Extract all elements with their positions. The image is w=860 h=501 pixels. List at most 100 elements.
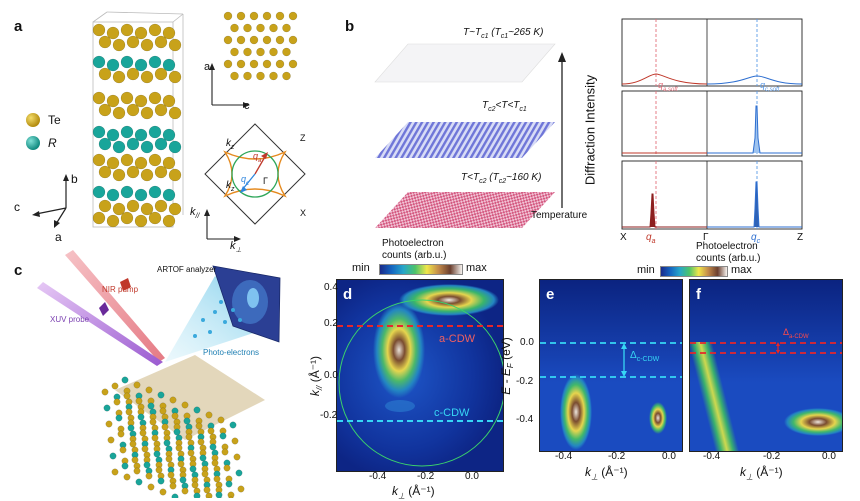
te-atom bbox=[126, 67, 140, 81]
te-atom bbox=[92, 211, 106, 225]
r-atom bbox=[153, 450, 161, 458]
r-atom bbox=[106, 128, 120, 142]
te-atom bbox=[165, 455, 173, 463]
te-atom bbox=[141, 445, 149, 453]
te-atom bbox=[161, 423, 169, 431]
te-atom bbox=[131, 456, 139, 464]
te-atom bbox=[154, 103, 168, 117]
te-atom bbox=[134, 26, 148, 40]
te-atom bbox=[217, 416, 225, 424]
te-atom bbox=[249, 59, 259, 69]
te-atom bbox=[154, 199, 168, 213]
r-atom bbox=[127, 424, 135, 432]
r-atom bbox=[120, 55, 134, 69]
r-atom bbox=[215, 491, 223, 498]
colorbar-top-min: min bbox=[352, 262, 370, 274]
temperature-label: Temperature bbox=[531, 210, 588, 221]
temp-label-1: T~Tc1 (Tc1~265 K) bbox=[463, 27, 544, 40]
r-atom bbox=[115, 414, 123, 422]
te-atom bbox=[148, 211, 162, 225]
te-atom bbox=[106, 26, 120, 40]
te-atom bbox=[228, 496, 234, 498]
te-atom bbox=[126, 103, 140, 117]
te-atom bbox=[233, 453, 241, 461]
colorbar-right-title: Photoelectron counts (arb.u.) bbox=[696, 241, 761, 264]
te-atom bbox=[223, 59, 233, 69]
te-atom bbox=[154, 67, 168, 81]
te-atom bbox=[207, 427, 215, 435]
r-atom bbox=[135, 478, 143, 486]
r-atom bbox=[106, 58, 120, 72]
e-xtick-0.0: 0.0 bbox=[662, 451, 676, 462]
te-atom bbox=[113, 398, 121, 406]
te-atom bbox=[140, 38, 154, 52]
panel-e-plot: Δc-CDW bbox=[539, 279, 683, 452]
te-atom bbox=[92, 153, 106, 167]
d-ytick--0.2: -0.2 bbox=[320, 410, 338, 421]
e-xtick--0.4: -0.4 bbox=[555, 451, 573, 462]
te-atom bbox=[123, 392, 131, 400]
r-atom bbox=[193, 492, 201, 498]
d-ytick-0.4: 0.4 bbox=[324, 282, 338, 293]
te-atom bbox=[177, 460, 185, 468]
te-atom bbox=[98, 199, 112, 213]
te-atom bbox=[140, 106, 154, 120]
te-atom bbox=[230, 71, 239, 81]
te-atom bbox=[275, 59, 285, 69]
r-atom bbox=[168, 140, 182, 154]
te-atom bbox=[112, 106, 126, 120]
r-atom bbox=[106, 188, 120, 202]
panel-letter-f: f bbox=[696, 286, 701, 303]
r-atom bbox=[154, 137, 168, 151]
d-ylabel: k// (Å⁻¹) bbox=[307, 355, 325, 397]
te-atom bbox=[282, 23, 291, 33]
axis-b-label: b bbox=[71, 172, 78, 186]
diff-xtick-x: X bbox=[620, 232, 627, 243]
te-atom bbox=[262, 59, 272, 69]
r-atom bbox=[121, 376, 129, 384]
panel-letter-e: e bbox=[546, 286, 555, 303]
r-atom bbox=[120, 125, 134, 139]
te-atom bbox=[181, 401, 189, 409]
r-atom bbox=[92, 125, 106, 139]
te-atom bbox=[159, 407, 167, 415]
te-atom bbox=[134, 156, 148, 170]
panel-letter-a: a bbox=[14, 18, 23, 35]
diff-xtick-gamma: Γ bbox=[703, 232, 709, 243]
te-atom bbox=[112, 168, 126, 182]
te-atom bbox=[201, 470, 209, 478]
te-atom bbox=[120, 23, 134, 37]
f-xtick-0.0: 0.0 bbox=[822, 451, 836, 462]
d-ytick-0.0: 0.0 bbox=[324, 370, 338, 381]
r-atom bbox=[126, 137, 140, 151]
te-atom bbox=[171, 412, 179, 420]
te-atom bbox=[181, 487, 189, 495]
te-atom bbox=[112, 70, 126, 84]
qc-soft-label: qc,soft bbox=[760, 80, 780, 93]
temp-label-2: Tc2<T<Tc1 bbox=[482, 100, 527, 113]
r-atom bbox=[143, 461, 151, 469]
te-atom bbox=[140, 70, 154, 84]
r-atom bbox=[173, 428, 181, 436]
d-xlabel: k⊥ (Å⁻¹) bbox=[392, 484, 435, 501]
r-atom bbox=[229, 421, 237, 429]
te-atom bbox=[168, 202, 182, 216]
diffraction-plots bbox=[621, 18, 803, 230]
te-atom bbox=[167, 471, 175, 479]
bz-z-top: Z bbox=[300, 133, 306, 143]
te-atom bbox=[256, 23, 265, 33]
te-atom bbox=[147, 483, 155, 491]
te-atom bbox=[105, 420, 113, 428]
te-atom bbox=[269, 71, 278, 81]
te-atom bbox=[92, 23, 106, 37]
legend-r-label: R bbox=[48, 136, 57, 150]
lattice-axis-c: c bbox=[244, 100, 250, 112]
te-atom bbox=[213, 475, 221, 483]
te-atom bbox=[106, 214, 120, 228]
te-atom bbox=[162, 214, 176, 228]
r-atom bbox=[163, 439, 171, 447]
te-atom bbox=[221, 448, 229, 456]
r-atom bbox=[171, 493, 179, 498]
brillouin-zone bbox=[204, 123, 306, 225]
r-atom bbox=[92, 55, 106, 69]
